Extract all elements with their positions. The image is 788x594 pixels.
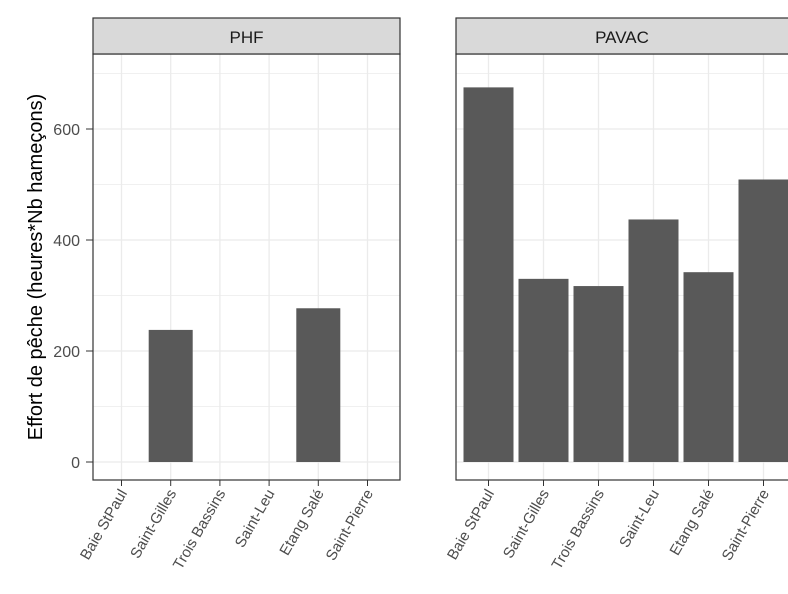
bar-phf-saint-gilles bbox=[149, 330, 193, 462]
bar-pavac-saint-gilles bbox=[519, 279, 569, 462]
y-axis-title: Effort de pêche (heures*Nb hameçons) bbox=[25, 94, 47, 441]
strip-label-pavac: PAVAC bbox=[595, 28, 649, 47]
x-tick-label: Trois Bassins bbox=[549, 487, 608, 573]
x-tick-label: Saint-Gilles bbox=[500, 487, 553, 562]
bar-pavac-baie-stpaul bbox=[464, 87, 514, 462]
bar-pavac-etang-sal- bbox=[684, 272, 734, 462]
x-tick-label: Baie StPaul bbox=[77, 487, 131, 563]
y-tick-label: 200 bbox=[53, 344, 80, 361]
panel-phf-background bbox=[93, 54, 400, 480]
bar-pavac-trois-bassins bbox=[574, 286, 624, 462]
x-tick-label: Saint-Gilles bbox=[127, 487, 180, 562]
y-tick-label: 400 bbox=[53, 233, 80, 250]
y-tick-label: 600 bbox=[53, 122, 80, 139]
x-tick-label: Saint-Leu bbox=[232, 487, 279, 551]
x-tick-label: Trois Bassins bbox=[170, 487, 229, 573]
bar-phf-etang-sal- bbox=[296, 308, 340, 462]
bar-pavac-saint-pierre bbox=[739, 180, 788, 462]
x-tick-label: Baie StPaul bbox=[444, 487, 498, 563]
strip-label-phf: PHF bbox=[230, 28, 264, 47]
x-tick-label: Etang Salé bbox=[667, 487, 718, 559]
y-tick-label: 0 bbox=[71, 455, 80, 472]
bar-pavac-saint-leu bbox=[629, 219, 679, 462]
x-tick-label: Saint-Pierre bbox=[323, 487, 377, 564]
x-tick-label: Etang Salé bbox=[276, 487, 327, 559]
x-tick-label: Saint-Leu bbox=[616, 487, 663, 551]
x-tick-label: Saint-Pierre bbox=[719, 487, 773, 564]
